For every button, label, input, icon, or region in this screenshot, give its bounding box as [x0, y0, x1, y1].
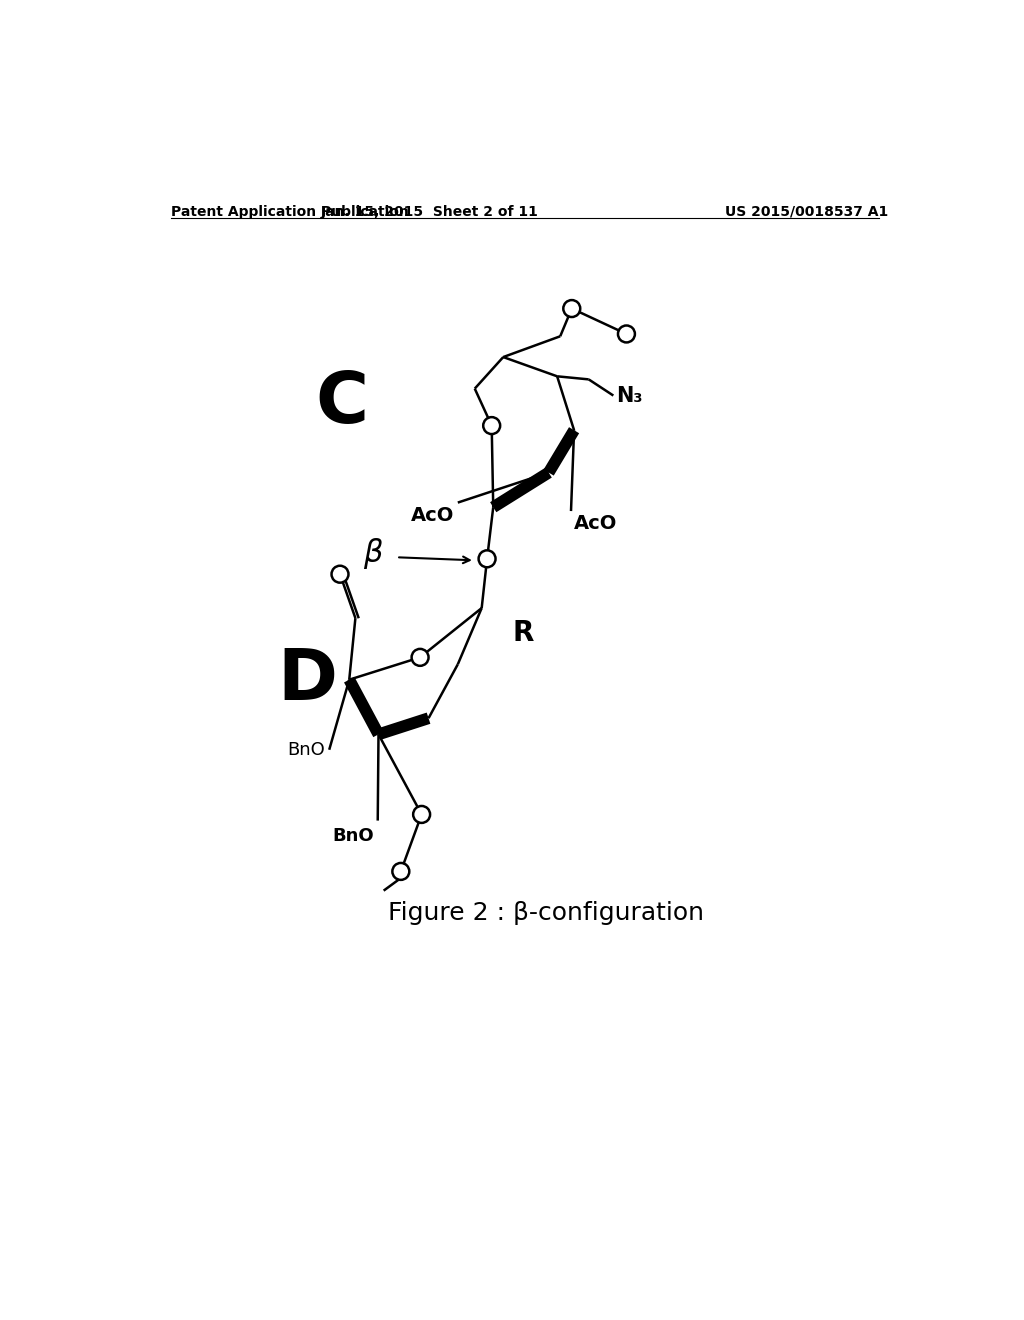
Circle shape — [563, 300, 581, 317]
Text: Jan. 15, 2015  Sheet 2 of 11: Jan. 15, 2015 Sheet 2 of 11 — [321, 205, 539, 219]
Circle shape — [478, 550, 496, 568]
Text: R: R — [513, 619, 534, 648]
Text: BnO: BnO — [288, 741, 326, 759]
Circle shape — [392, 863, 410, 880]
Text: β: β — [364, 539, 383, 569]
Text: BnO: BnO — [332, 826, 374, 845]
Text: D: D — [278, 645, 338, 715]
Circle shape — [413, 807, 430, 822]
Circle shape — [332, 566, 348, 582]
Text: AcO: AcO — [412, 506, 455, 524]
Text: C: C — [315, 368, 369, 438]
Circle shape — [617, 326, 635, 342]
Text: Patent Application Publication: Patent Application Publication — [171, 205, 409, 219]
Circle shape — [412, 649, 429, 665]
Text: Figure 2 : β-configuration: Figure 2 : β-configuration — [388, 902, 705, 925]
Text: AcO: AcO — [574, 515, 617, 533]
Circle shape — [483, 417, 500, 434]
Text: US 2015/0018537 A1: US 2015/0018537 A1 — [725, 205, 888, 219]
Text: N₃: N₃ — [616, 385, 643, 405]
